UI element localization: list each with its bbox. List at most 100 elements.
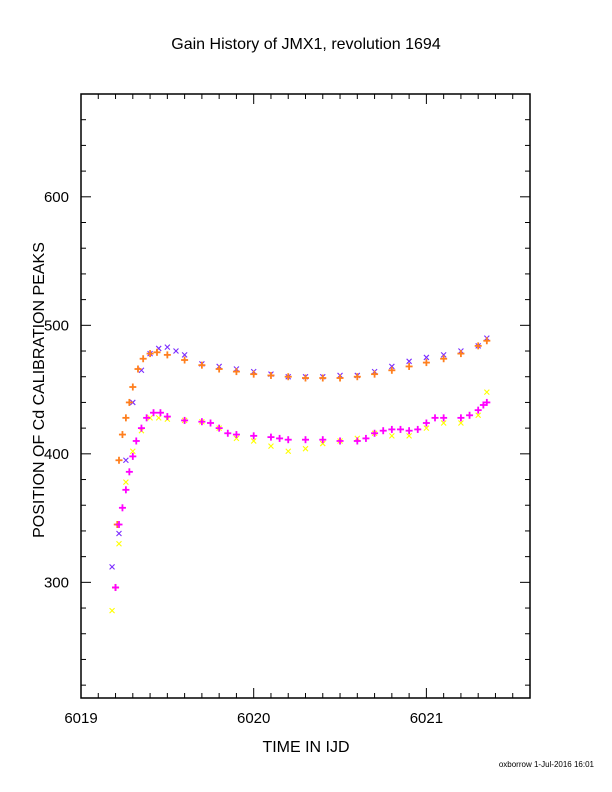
data-point [406,432,413,439]
data-point [232,431,240,439]
data-point [302,445,309,452]
data-point [268,443,274,450]
x-tick-label: 6021 [410,710,443,727]
data-point [440,351,447,358]
chart-title: Gain History of JMX1, revolution 1694 [171,36,441,53]
data-point-stroke [233,435,240,442]
data-point [122,486,130,494]
data-point [422,359,430,367]
y-tick-label: 400 [44,446,69,463]
data-point-stroke [109,564,115,570]
data-point [129,383,137,391]
data-point [474,342,482,350]
plot-frame [80,93,531,699]
data-point-stroke [129,448,136,455]
data-point [134,365,142,373]
data-point [466,411,474,419]
data-point [431,414,439,422]
data-point-stroke [319,440,326,447]
data-point [232,368,240,376]
data-point-stroke [475,412,482,419]
data-point-stroke [440,420,447,426]
data-point-stroke [483,389,490,396]
data-point-stroke [250,438,257,444]
data-point [319,374,327,382]
data-point [353,437,361,445]
data-point-stroke [440,351,447,358]
data-point [132,437,140,445]
data-point [388,366,396,374]
data-point [123,457,129,464]
data-point-stroke [116,540,122,547]
data-point [115,456,123,464]
data-point [112,583,120,591]
data-point-stroke [458,420,464,426]
data-point [181,416,189,424]
data-point-stroke [123,457,129,464]
y-tick-label: 500 [44,317,69,334]
data-point [406,358,413,365]
data-point [181,351,188,358]
data-point-stroke [406,358,413,365]
data-point [207,419,215,427]
data-point [129,452,137,460]
data-point [198,361,206,369]
data-point [139,355,147,363]
data-point-stroke [285,448,292,455]
data-point-stroke [164,344,171,351]
data-point-stroke [181,351,188,358]
tick-labels: 6019 6020 6021 300 400 500 600 [44,189,443,727]
data-point [267,433,275,441]
x-tick-label: 6019 [64,710,97,727]
data-point [440,355,448,363]
data-point [163,351,171,359]
data-point [143,414,151,422]
data-point [396,425,404,433]
footer-credit: oxborrow 1-Jul-2016 16:01 [498,760,594,769]
data-point [153,348,161,356]
data-point [302,374,309,382]
data-point [458,420,464,426]
data-point [115,521,123,529]
data-point-stroke [388,363,395,370]
data-point [457,350,465,358]
data-point [475,412,482,419]
data-point [250,438,257,444]
data-point [483,337,491,345]
series-2 [112,337,491,591]
data-point [116,540,122,547]
data-point [336,437,344,445]
data-point [233,435,240,442]
data-point [457,414,465,422]
data-point [474,406,482,414]
data-marks [109,335,491,614]
data-point [440,420,447,426]
data-point [109,607,115,614]
data-point [150,409,158,417]
data-point [414,425,422,433]
data-point [224,429,232,437]
data-point [118,504,126,512]
data-point [198,418,206,426]
data-point [250,432,258,440]
data-point [379,427,387,435]
data-point [483,398,491,406]
data-point-stroke [116,530,122,537]
data-point [483,389,490,396]
data-point [423,354,430,361]
data-point [250,370,258,378]
data-point [156,409,164,417]
data-point [319,436,327,444]
data-point [109,564,115,570]
data-point [371,370,379,378]
data-point [173,348,179,354]
data-point [276,434,284,442]
data-point [215,365,223,373]
x-tick-label: 6020 [237,710,270,727]
data-point [284,373,292,381]
data-point [163,413,171,421]
series-1 [109,389,490,614]
data-point [371,429,379,437]
data-point [388,363,395,370]
